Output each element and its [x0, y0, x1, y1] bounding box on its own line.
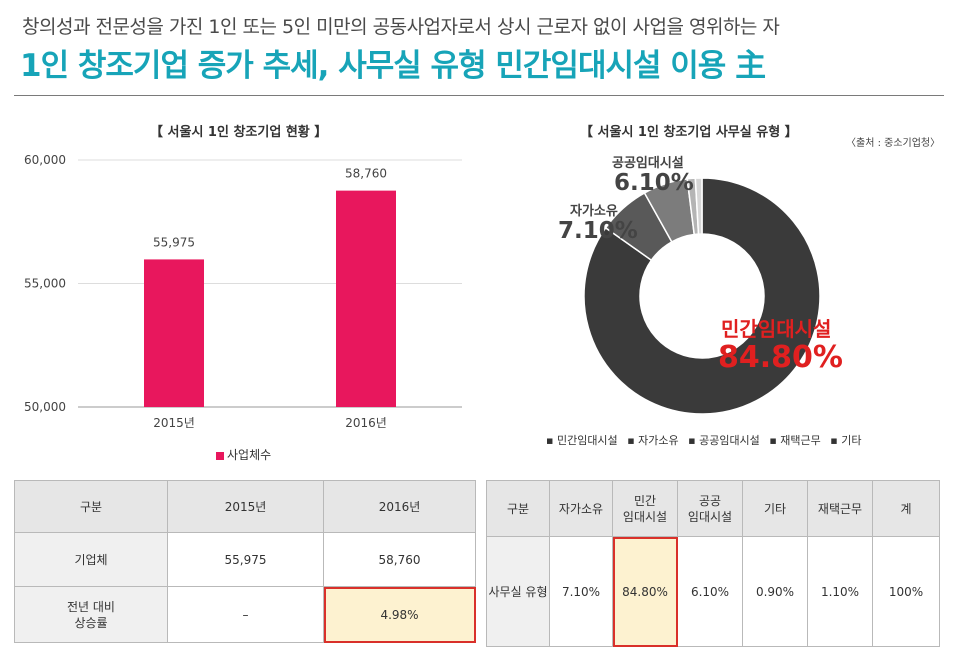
table1-header-2016: 2016년 [323, 480, 476, 533]
source-note: 〈출처 : 중소기업청〉 [846, 138, 941, 149]
slice-value-owned: 7.10% [558, 218, 638, 244]
table1-row-label: 기업체 [14, 532, 168, 587]
donut-slice [583, 178, 821, 415]
table2-cell: 6.10% [677, 536, 743, 647]
donut-chart [583, 178, 821, 415]
table1-cell: 58,760 [323, 532, 476, 587]
data-label: 55,975 [153, 235, 195, 249]
slice-value-public: 6.10% [614, 170, 694, 196]
table2-header: 공공 임대시설 [677, 480, 743, 537]
y-tick-label: 50,000 [24, 400, 66, 414]
table1-cell-highlight: 4.98% [323, 586, 476, 643]
legend-item-public: ▪ 공공임대시설 [688, 434, 760, 447]
table2-cell: 100% [872, 536, 940, 647]
donut-chart-title: 【 서울시 1인 창조기업 사무실 유형 】 [580, 125, 798, 140]
legend-swatch [216, 451, 224, 460]
x-tick-label: 2016년 [345, 416, 387, 430]
legend-item-home: ▪ 재택근무 [769, 434, 821, 447]
table1-cell: 55,975 [167, 532, 324, 587]
donut-chart-legend: ▪ 민간임대시설 ▪ 자가소유 ▪ 공공임대시설 ▪ 재택근무 ▪ 기타 [546, 432, 867, 448]
table1-header-category: 구분 [14, 480, 168, 533]
y-tick-label: 60,000 [24, 153, 66, 167]
table2-header: 민간 임대시설 [612, 480, 678, 537]
table1-header-2015: 2015년 [167, 480, 324, 533]
table2-header: 계 [872, 480, 940, 537]
bar-chart-title: 【 서울시 1인 창조기업 현황 】 [150, 125, 328, 140]
bar-chart: 50,000 55,000 60,000 55,975 2015년 58,760 2016년 [24, 153, 462, 430]
table2-header: 구분 [486, 480, 550, 537]
x-tick-label: 2015년 [153, 416, 195, 430]
slice-name-private: 민간임대시설 [721, 317, 832, 341]
page-title: 1인 창조기업 증가 추세, 사무실 유형 민간임대시설 이용 主 [20, 48, 766, 84]
table2-cell: 1.10% [807, 536, 873, 647]
table2-cell-highlight: 84.80% [612, 536, 678, 647]
donut-slice [694, 178, 703, 235]
legend-item-etc: ▪ 기타 [830, 434, 862, 447]
y-tick-label: 55,000 [24, 277, 66, 291]
bar [144, 259, 204, 407]
legend-item-owned: ▪ 자가소유 [627, 434, 679, 447]
bar [336, 190, 396, 407]
header-subtitle: 창의성과 전문성을 가진 1인 또는 5인 미만의 공동사업자로서 상시 근로자… [22, 16, 780, 38]
office-type-table: 구분 자가소유 민간 임대시설 공공 임대시설 기타 재택근무 계 사무실 유형… [486, 480, 940, 647]
bar-chart-legend: 사업체수 [216, 446, 271, 463]
table-row: 기업체 55,975 58,760 [14, 532, 476, 587]
table-row: 사무실 유형 7.10% 84.80% 6.10% 0.90% 1.10% 10… [486, 536, 940, 647]
table-row: 전년 대비 상승률 – 4.98% [14, 586, 476, 643]
slice-name-public: 공공임대시설 [612, 156, 684, 171]
header-divider [14, 95, 944, 96]
slice-value-private: 84.80% [718, 340, 843, 375]
legend-label-series: 사업체수 [227, 448, 272, 462]
table2-header: 재택근무 [807, 480, 873, 537]
company-count-table: 구분 2015년 2016년 기업체 55,975 58,760 전년 대비 상… [14, 480, 476, 643]
table2-header: 자가소유 [549, 480, 613, 537]
legend-item-private: ▪ 민간임대시설 [546, 434, 618, 447]
table2-cell: 0.90% [742, 536, 808, 647]
table2-header: 기타 [742, 480, 808, 537]
slice-name-owned: 자가소유 [570, 204, 618, 219]
data-label: 58,760 [345, 167, 387, 181]
table1-row-label: 전년 대비 상승률 [14, 586, 168, 643]
table2-cell: 7.10% [549, 536, 613, 647]
table1-cell: – [167, 586, 324, 643]
table2-row-label: 사무실 유형 [486, 536, 550, 647]
